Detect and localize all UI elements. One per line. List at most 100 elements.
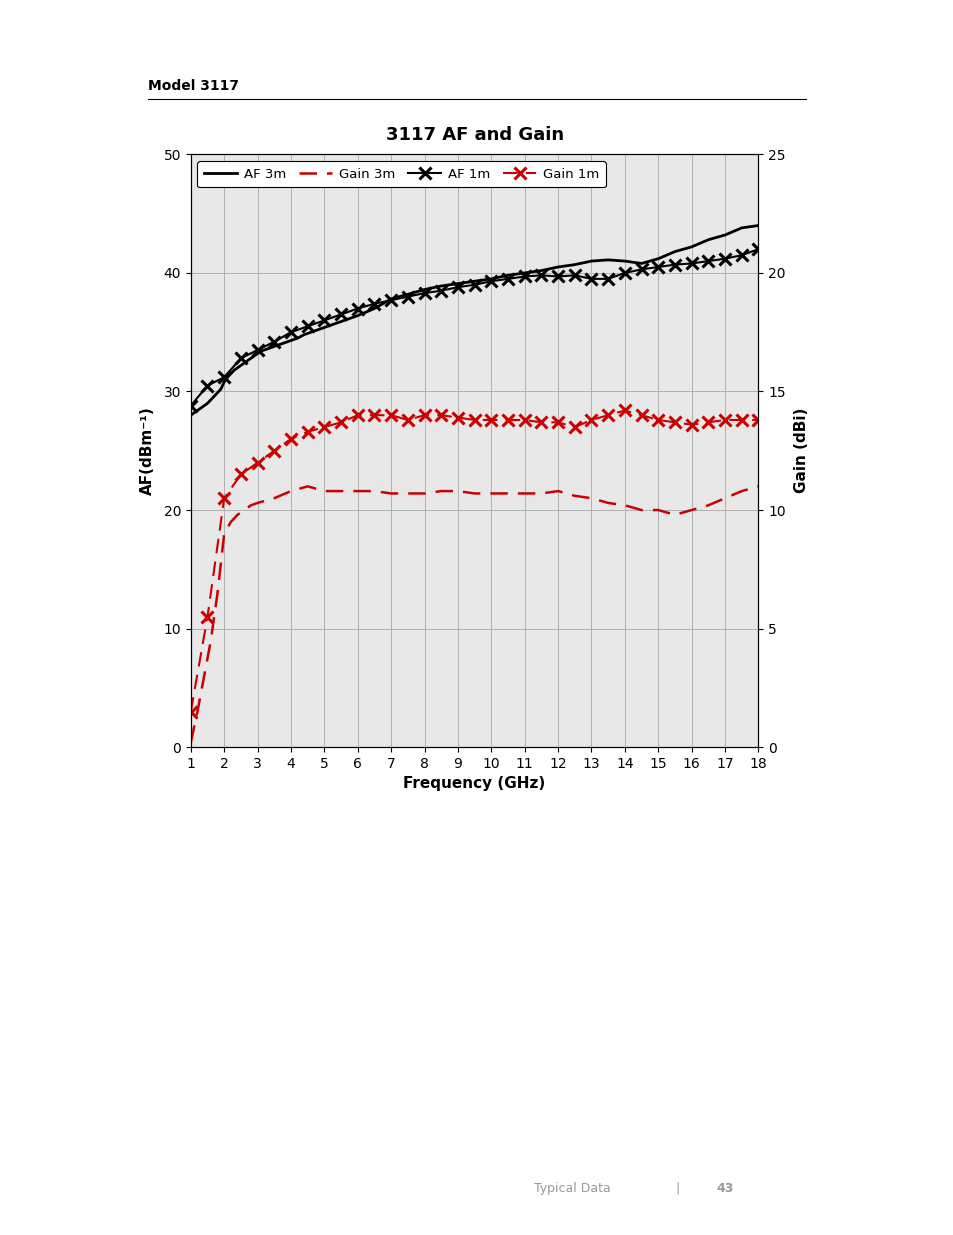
Line: Gain 3m: Gain 3m [191,487,758,742]
AF 1m [452,280,463,295]
Gain 3m [685,503,697,517]
Gain 3m [198,668,210,683]
Text: Model 3117: Model 3117 [148,79,238,93]
Title: 3117 AF and Gain: 3117 AF and Gain [385,126,563,144]
Gain 1m [218,490,230,505]
Gain 3m [618,498,630,513]
AF 1m [618,266,630,280]
AF 1m [285,325,296,340]
AF 1m [735,248,746,263]
AF 1m [652,259,663,274]
AF 1m [201,378,213,393]
Gain 1m [618,403,630,417]
AF 1m [185,399,196,414]
Gain 1m [318,420,330,435]
AF 1m [418,285,430,300]
Gain 3m [635,503,646,517]
AF 1m [335,308,346,322]
AF 3m [719,227,730,242]
Gain 1m [385,408,396,422]
Gain 3m [518,487,530,501]
Gain 3m [668,508,679,522]
AF 3m [274,337,286,352]
AF 1m [501,272,513,287]
Gain 1m [552,415,563,430]
AF 1m [385,293,396,308]
Gain 1m [668,415,679,430]
Gain 3m [418,487,430,501]
AF 1m [518,269,530,284]
Gain 1m [685,417,697,432]
AF 1m [701,253,713,268]
AF 3m [752,219,763,233]
Gain 1m [352,408,363,422]
Gain 3m [452,484,463,499]
Gain 1m [735,412,746,427]
Gain 3m [335,484,346,499]
Gain 3m [568,488,579,503]
Gain 3m [232,508,243,522]
Gain 3m [701,498,713,513]
AF 1m [401,289,413,304]
AF 1m [252,342,263,357]
Gain 3m [735,484,746,499]
Gain 1m [435,408,446,422]
AF 1m [535,268,546,283]
Gain 3m [185,735,196,750]
AF 1m [752,242,763,257]
Gain 1m [418,408,430,422]
Gain 3m [585,490,597,505]
Text: Typical Data: Typical Data [534,1182,610,1194]
Gain 3m [601,495,613,510]
Gain 3m [468,487,479,501]
Line: Gain 1m: Gain 1m [184,404,764,718]
Gain 3m [719,490,730,505]
Gain 3m [268,490,279,505]
Y-axis label: Gain (dBi): Gain (dBi) [793,408,808,494]
Gain 1m [752,412,763,427]
AF 3m [601,252,613,267]
Gain 1m [585,412,597,427]
Gain 3m [435,484,446,499]
Gain 3m [752,479,763,494]
Gain 1m [368,408,379,422]
Gain 3m [212,585,223,600]
Gain 1m [401,412,413,427]
Gain 3m [652,503,663,517]
AF 1m [318,312,330,327]
Gain 3m [318,484,330,499]
AF 1m [585,272,597,287]
Gain 1m [234,467,246,482]
Gain 1m [701,415,713,430]
Gain 3m [385,487,396,501]
Gain 3m [218,526,230,541]
Gain 3m [401,487,413,501]
AF 1m [218,369,230,384]
AF 1m [685,256,697,270]
Gain 3m [252,495,263,510]
Gain 1m [252,456,263,471]
AF 3m [185,408,196,422]
AF 1m [485,274,497,289]
Gain 1m [635,408,646,422]
AF 1m [635,262,646,277]
AF 1m [234,351,246,366]
X-axis label: Frequency (GHz): Frequency (GHz) [403,777,545,792]
Gain 1m [719,412,730,427]
Legend: AF 3m, Gain 3m, AF 1m, Gain 1m: AF 3m, Gain 3m, AF 1m, Gain 1m [197,161,605,188]
Line: AF 1m: AF 1m [184,243,764,412]
AF 3m [248,348,259,363]
Gain 3m [285,484,296,499]
Gain 1m [201,609,213,624]
Gain 1m [568,420,579,435]
Text: |: | [675,1182,679,1194]
Gain 3m [368,484,379,499]
Gain 3m [225,515,236,530]
AF 1m [668,257,679,272]
Gain 1m [501,412,513,427]
Gain 1m [335,415,346,430]
Gain 3m [501,487,513,501]
AF 3m [234,358,246,373]
AF 1m [368,296,379,311]
AF 1m [268,335,279,350]
